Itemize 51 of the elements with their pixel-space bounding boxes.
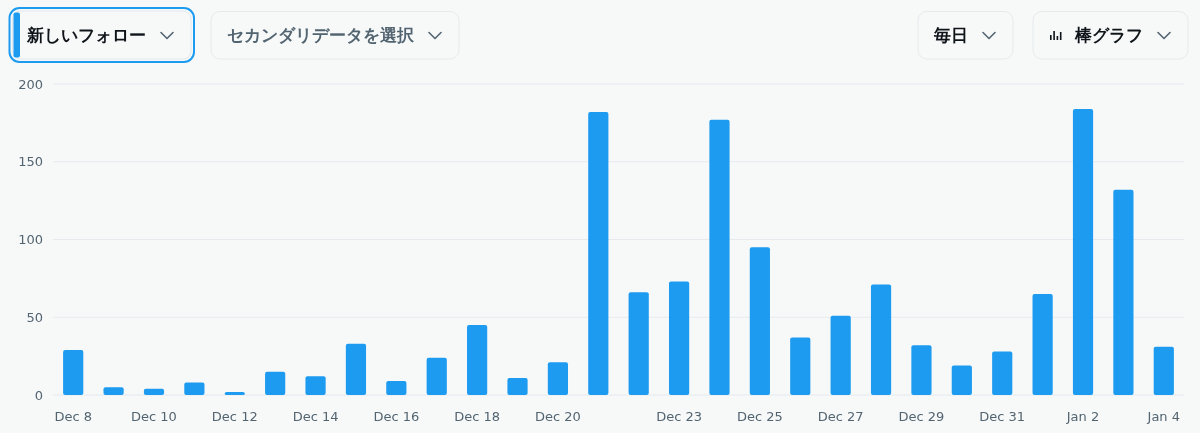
bar [143, 388, 165, 395]
x-tick-label: Dec 23 [656, 408, 703, 424]
y-tick-label: 150 [18, 154, 43, 170]
bar [386, 381, 407, 395]
x-tick-label: Dec 20 [534, 408, 581, 424]
bar [467, 325, 488, 395]
bar [749, 247, 770, 395]
x-tick-label: Dec 14 [292, 408, 339, 424]
x-tick-label: Dec 8 [54, 408, 92, 424]
bar [1072, 108, 1094, 395]
bar [305, 376, 326, 395]
x-tick-label: Dec 31 [979, 408, 1026, 424]
y-tick-label: 50 [26, 309, 43, 325]
x-tick-label: Dec 27 [817, 408, 864, 424]
text: セカンダリデータを選択 [227, 26, 415, 45]
chart-title: 新しいフォロー [26, 26, 146, 45]
bar [265, 371, 286, 395]
bar [426, 357, 447, 395]
bar [1113, 189, 1134, 395]
bar [628, 292, 649, 395]
bar [345, 343, 367, 395]
x-tick-label: Dec 29 [898, 408, 945, 424]
x-tick-label: Jan 4 [1146, 408, 1181, 424]
bar [951, 365, 972, 395]
bar [790, 337, 811, 395]
bar [547, 362, 569, 395]
x-tick-label: Jan 2 [1065, 408, 1100, 424]
bar [992, 351, 1013, 395]
text: 棒グラフ [1074, 26, 1143, 45]
bar [1032, 293, 1053, 395]
y-tick-label: 200 [18, 76, 43, 92]
bar [103, 387, 124, 395]
bar [830, 315, 851, 395]
bar [63, 349, 84, 395]
x-tick-label: Dec 10 [131, 408, 177, 424]
text: 毎日 [933, 26, 968, 45]
bar [911, 345, 932, 395]
bar [224, 391, 245, 395]
bar [709, 119, 730, 395]
y-tick-label: 100 [18, 232, 43, 247]
x-tick-label: Dec 18 [454, 408, 501, 424]
y-tick-label: 0 [34, 387, 43, 403]
bar [588, 111, 609, 395]
x-tick-label: Dec 16 [373, 408, 420, 424]
bar [870, 284, 892, 395]
bar [668, 281, 690, 395]
bar [184, 382, 205, 395]
bar [507, 377, 528, 395]
bar [1153, 346, 1174, 395]
x-tick-label: Dec 25 [736, 408, 783, 424]
x-tick-label: Dec 12 [211, 408, 258, 424]
